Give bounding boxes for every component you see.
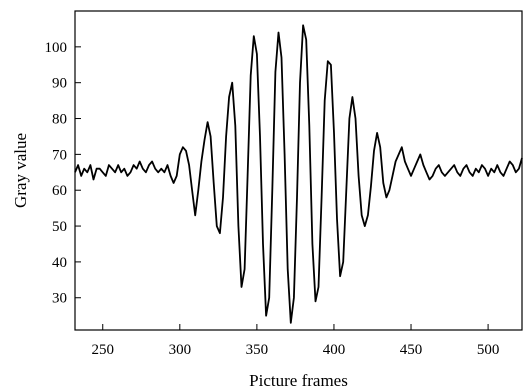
y-tick-label: 30 <box>52 291 67 307</box>
plot-frame <box>74 10 523 331</box>
x-tick-label: 400 <box>323 342 346 358</box>
x-tick-label: 300 <box>169 342 192 358</box>
y-tick-label: 40 <box>52 255 67 271</box>
y-tick-label: 100 <box>45 40 68 56</box>
x-tick-label: 250 <box>91 342 114 358</box>
y-tick-label: 90 <box>52 76 67 92</box>
y-axis-ticks: 30 40 50 60 70 80 90 100 <box>45 40 81 307</box>
x-tick-label: 350 <box>246 342 269 358</box>
y-tick-label: 50 <box>52 219 67 235</box>
series-line <box>74 24 523 324</box>
y-tick-label: 60 <box>52 183 67 199</box>
y-tick-label: 70 <box>52 147 67 163</box>
y-tick-label: 80 <box>52 112 67 128</box>
x-axis-ticks: 250 300 350 400 450 500 <box>91 324 499 358</box>
x-axis-label: Picture frames <box>249 371 348 390</box>
y-axis-label: Gray value <box>11 133 30 208</box>
x-tick-label: 450 <box>400 342 423 358</box>
x-tick-label: 500 <box>477 342 500 358</box>
